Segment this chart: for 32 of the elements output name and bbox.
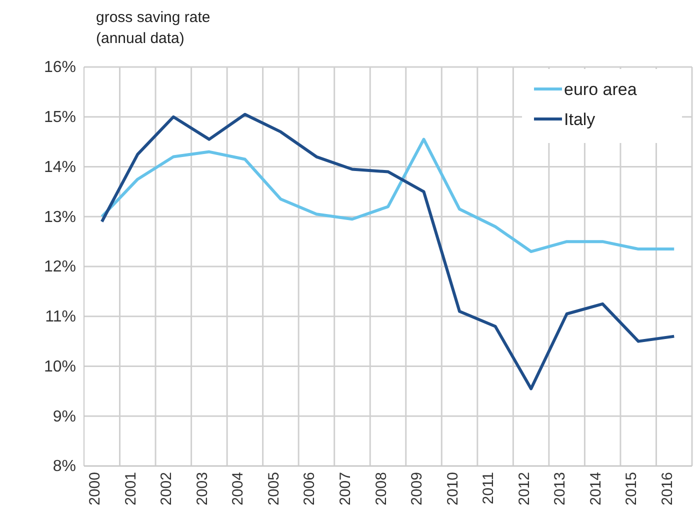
legend-label: euro area [564, 80, 638, 99]
y-tick-label: 10% [44, 358, 76, 376]
x-tick-label: 2008 [372, 472, 390, 506]
y-tick-label: 14% [44, 158, 76, 176]
x-tick-label: 2006 [301, 472, 318, 506]
y-tick-label: 9% [52, 408, 76, 426]
chart-subtitle: (annual data) [96, 30, 184, 47]
x-tick-label: 2005 [265, 472, 282, 506]
y-tick-label: 15% [44, 108, 76, 126]
x-tick-label: 2013 [552, 472, 569, 506]
x-tick-label: 2007 [336, 472, 354, 506]
x-tick-label: 2002 [158, 472, 176, 506]
x-tick-label: 2014 [587, 472, 604, 506]
x-tick-label: 2015 [623, 472, 640, 506]
x-tick-label: 2009 [408, 472, 426, 506]
chart-title: gross saving rate [96, 9, 210, 26]
x-tick-label: 2012 [516, 472, 533, 506]
y-tick-label: 16% [44, 59, 76, 76]
x-tick-label: 2010 [444, 472, 462, 506]
y-tick-label: 12% [44, 258, 76, 276]
line-series [100, 112, 676, 390]
legend-label: Italy [564, 110, 596, 129]
x-tick-label: 2001 [122, 472, 140, 506]
y-tick-label: 8% [52, 458, 76, 476]
x-tick-label: 2016 [658, 472, 676, 506]
line-series [100, 138, 676, 254]
x-tick-label: 2011 [480, 472, 498, 504]
x-tick-label: 2004 [230, 472, 247, 506]
y-tick-label: 11% [45, 308, 76, 326]
y-tick-label: 13% [44, 208, 76, 226]
x-tick-label: 2000 [86, 472, 104, 506]
x-tick-label: 2003 [194, 472, 211, 506]
